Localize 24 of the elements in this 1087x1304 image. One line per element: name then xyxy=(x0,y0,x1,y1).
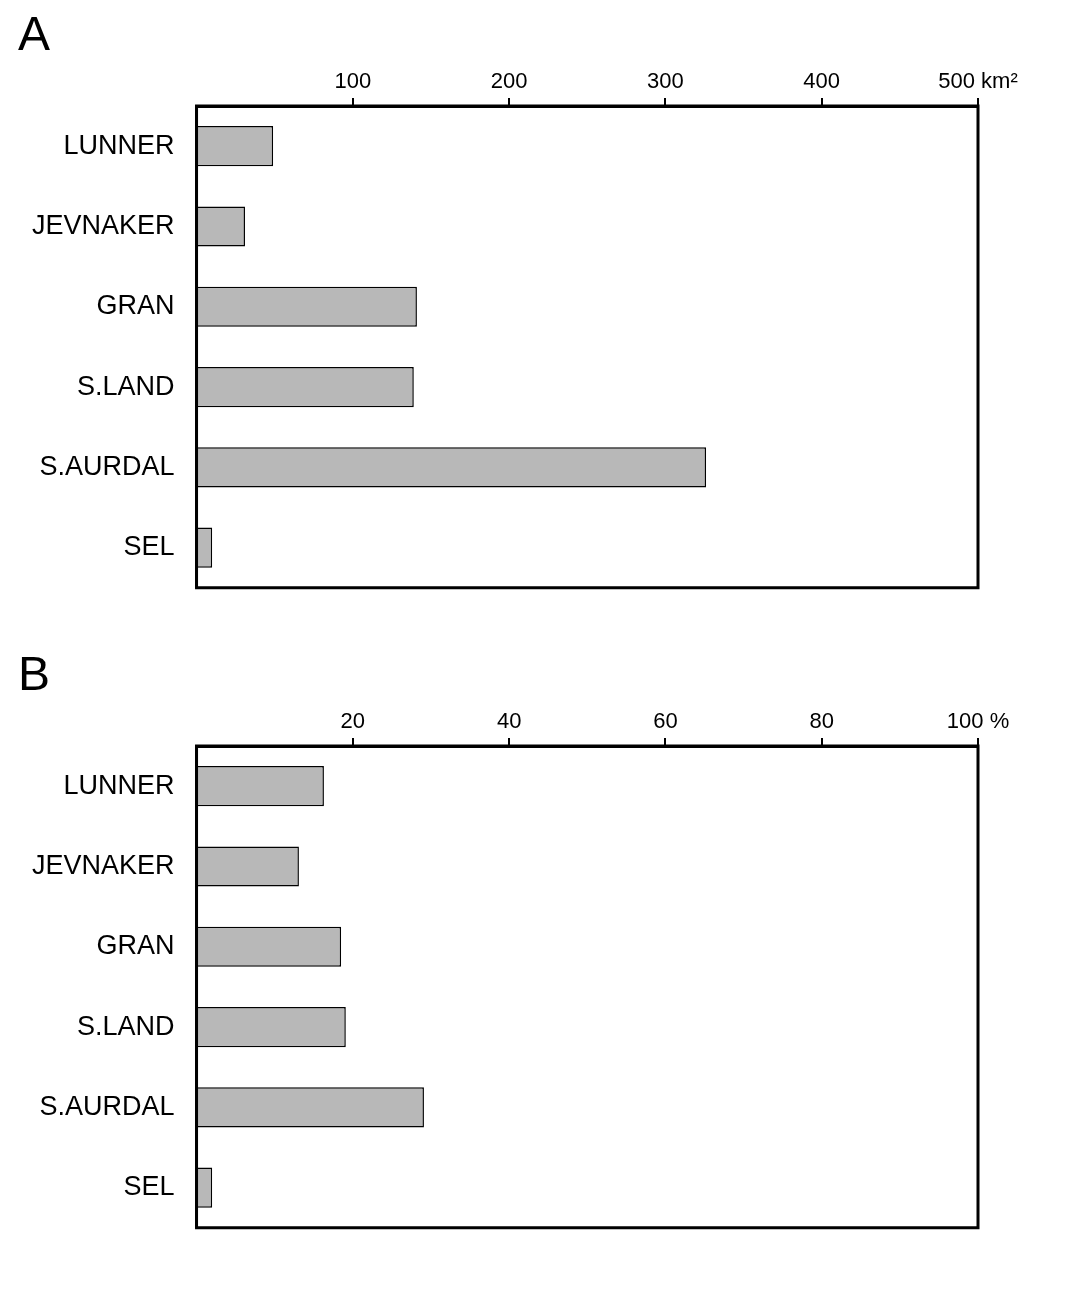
y-tick-label: S.LAND xyxy=(76,370,175,401)
y-tick-label: S.AURDAL xyxy=(39,1090,175,1121)
y-tick-label: S.AURDAL xyxy=(39,450,175,481)
x-tick-label: 40 xyxy=(496,707,522,733)
y-tick-label: JEVNAKER xyxy=(31,849,175,880)
x-tick-label: 300 xyxy=(647,67,684,93)
y-tick-label: LUNNER xyxy=(63,769,175,800)
chart-title: B xyxy=(18,647,51,701)
y-tick-label: GRAN xyxy=(96,290,175,321)
y-tick-label: LUNNER xyxy=(63,129,175,160)
y-tick-label: GRAN xyxy=(96,930,175,961)
y-tick-label: SEL xyxy=(123,1171,175,1202)
x-tick-label: 60 xyxy=(653,707,678,733)
x-tick-label: 500 km² xyxy=(938,67,1018,93)
y-tick-label: SEL xyxy=(123,531,175,562)
x-tick-label: 400 xyxy=(803,67,841,93)
x-tick-label: 20 xyxy=(340,707,366,733)
y-tick-label: S.LAND xyxy=(76,1010,175,1041)
x-tick-label: 80 xyxy=(809,707,834,733)
chart-title: A xyxy=(18,7,51,61)
y-tick-label: JEVNAKER xyxy=(31,209,175,240)
x-tick-label: 200 xyxy=(490,67,528,93)
x-tick-label: 100 xyxy=(334,67,372,93)
x-tick-label: 100 % xyxy=(946,707,1010,733)
